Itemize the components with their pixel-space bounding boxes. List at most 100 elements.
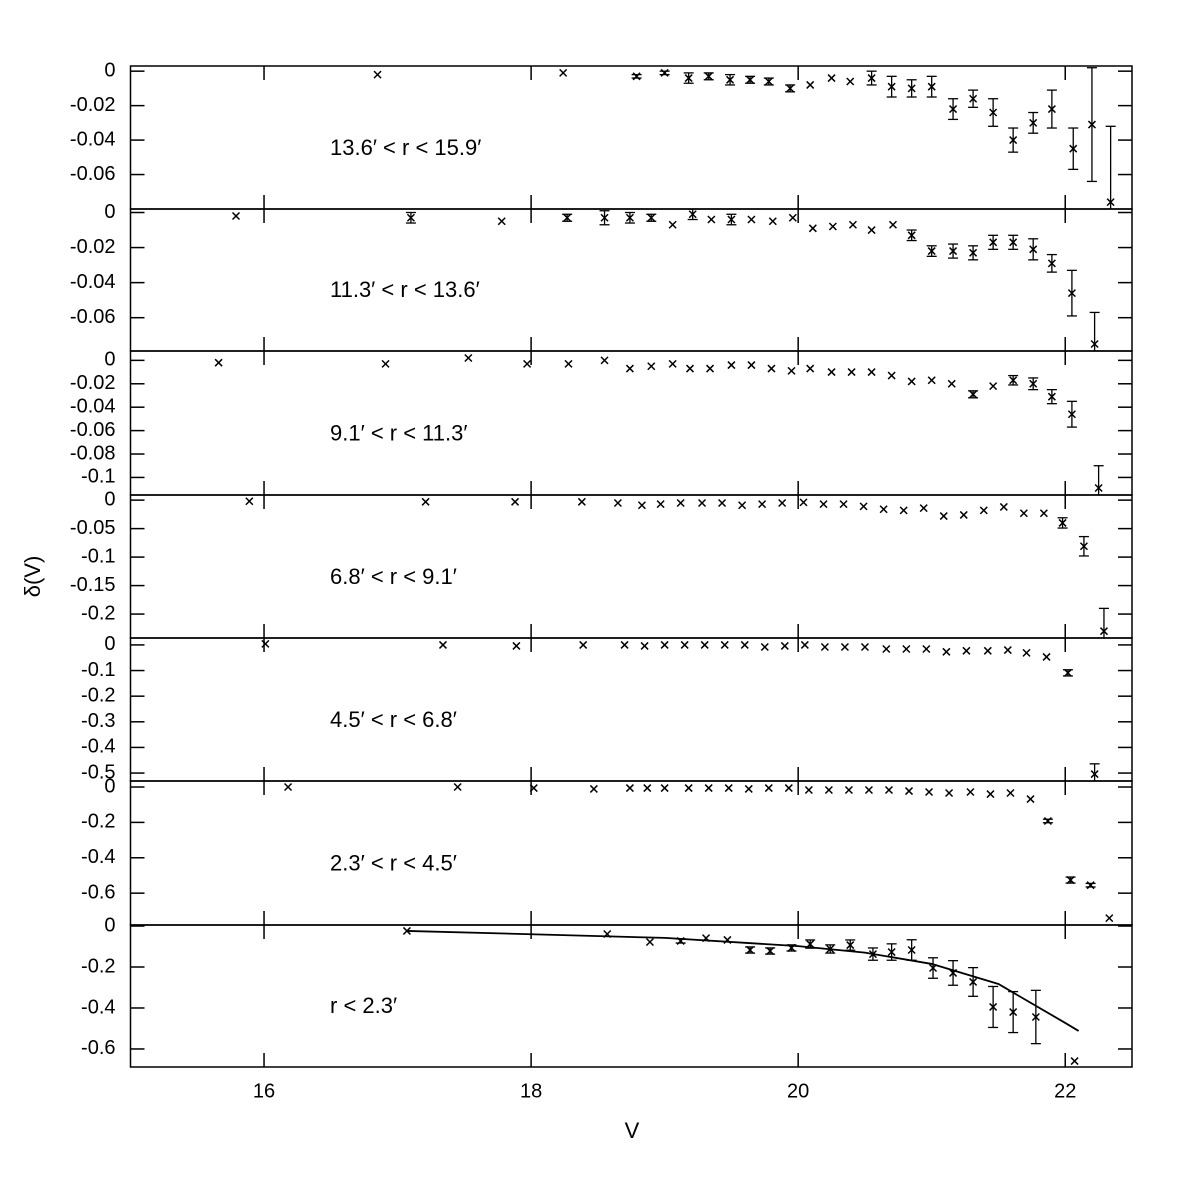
point [746,75,755,84]
y-tick-label: -0.1 [81,659,115,681]
point [999,502,1008,511]
point [969,390,978,399]
point [907,945,916,955]
point [899,506,908,515]
plot-area [231,209,1100,351]
point [778,498,787,508]
point [827,74,836,83]
point [927,247,936,256]
point [887,371,896,380]
point [688,210,697,219]
point [645,937,654,947]
point [1006,788,1015,798]
point [563,213,572,222]
point [740,640,749,649]
annotation: 11.3′ < r < 13.6′ [330,277,480,302]
y-axis-label: δ(V) [20,556,45,598]
point [577,497,586,506]
point [680,640,689,649]
point [924,787,934,796]
point [846,941,855,950]
point [787,366,796,375]
point [949,105,958,114]
point [846,77,855,86]
point [529,784,538,793]
point [806,80,815,89]
point [983,646,992,655]
point [1066,876,1075,885]
point [406,213,415,222]
point [1029,379,1038,388]
point [261,639,270,648]
panel-frame [129,494,1133,639]
point [907,231,916,240]
y-tick-label: -0.06 [70,163,116,185]
point [676,498,685,508]
point [724,784,733,793]
point [697,498,707,508]
point [1070,1057,1079,1066]
y-tick-label: -0.4 [81,736,115,758]
point [847,368,856,377]
point [979,506,988,515]
point [704,784,713,793]
point [969,94,978,103]
y-tick-label: 0 [104,59,115,81]
point [700,640,709,649]
point [887,82,896,91]
point [512,641,521,650]
fit-curve [406,930,1080,1032]
point [523,359,532,368]
annotation: 9.1′ < r < 11.3′ [330,420,468,445]
point [668,220,677,229]
point [625,364,634,373]
point [718,498,727,508]
y-tick-label: -0.15 [70,574,116,596]
point [637,501,646,510]
point [907,377,916,386]
point [1079,542,1088,551]
point [656,500,665,509]
annotation: 6.8′ < r < 9.1′ [330,564,457,589]
y-tick-label: 0 [104,201,115,223]
point [1026,795,1035,804]
y-tick-label: -0.06 [70,419,116,441]
panel-frame [129,208,1133,352]
annotation: 13.6′ < r < 15.9′ [330,135,481,160]
panel-frame [129,637,1133,782]
point [942,647,951,656]
point [660,68,669,77]
point [784,784,793,793]
x-tick-label: 16 [253,1080,275,1102]
y-tick-label: -0.06 [70,306,116,328]
point [840,642,849,651]
point [919,504,928,513]
point [746,945,755,955]
point [231,211,241,221]
point [1047,105,1056,114]
point [820,642,829,651]
point [828,222,837,231]
x-tick-label: 18 [520,1080,542,1102]
point [704,72,713,81]
point [882,644,891,654]
point [927,82,936,91]
point [1009,136,1018,145]
point [589,784,598,793]
point [945,788,954,798]
point [986,790,995,799]
point [600,356,609,365]
point [632,72,641,81]
point [706,364,715,373]
y-tick-label: 0 [104,488,115,510]
panel-frame [129,65,1133,210]
y-tick-label: -0.02 [70,236,116,258]
point [684,784,693,793]
point [647,362,656,371]
y-tick-label: -0.04 [70,128,116,150]
y-tick-label: -0.05 [70,517,116,539]
point [1067,289,1076,298]
point [827,368,836,377]
point [1105,914,1114,923]
